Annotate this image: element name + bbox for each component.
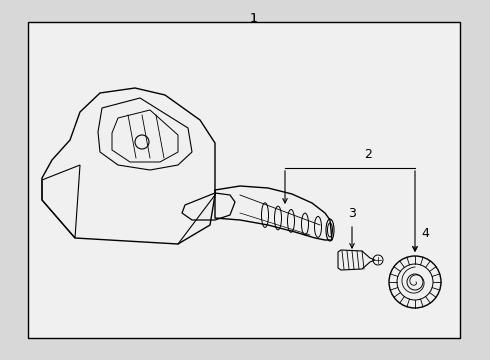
Text: 2: 2 — [364, 148, 372, 161]
Bar — [28, 22, 460, 338]
Text: 3: 3 — [348, 207, 356, 220]
Text: 1: 1 — [250, 12, 258, 25]
Text: 4: 4 — [421, 227, 429, 240]
